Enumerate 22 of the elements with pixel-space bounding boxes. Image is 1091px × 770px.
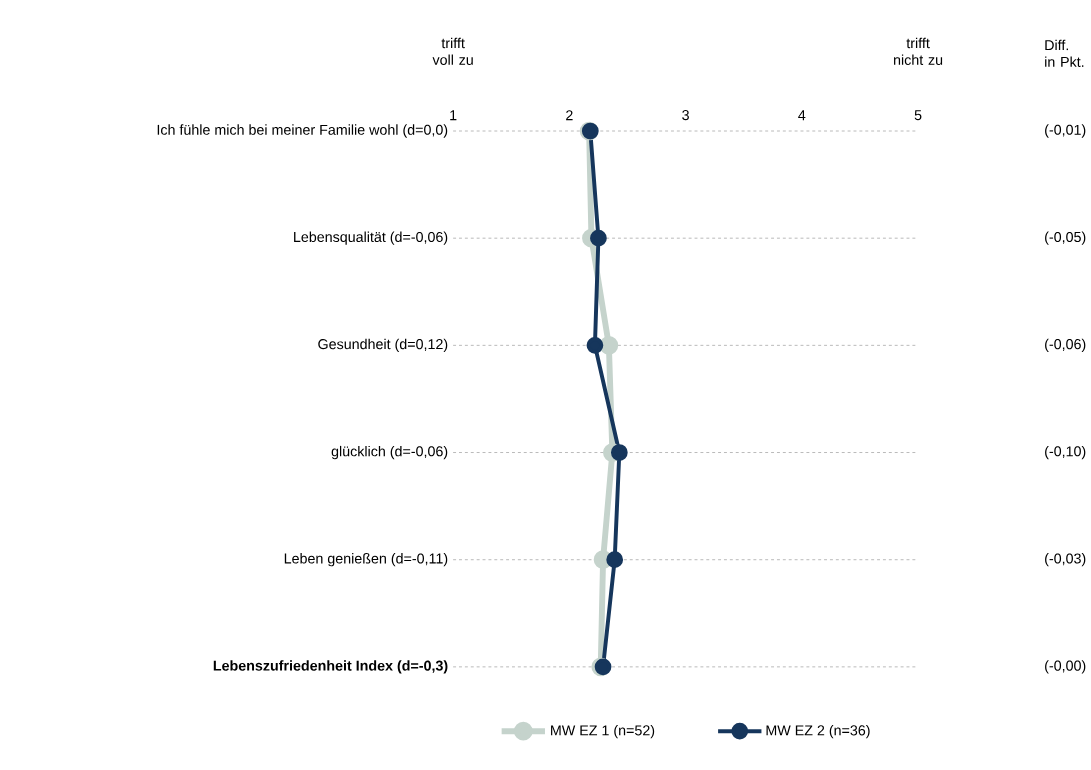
y-tick-label: Lebenszufriedenheit Index (d=-0,3) xyxy=(213,660,448,674)
y-tick-label: glücklich (d=-0,06) xyxy=(331,445,448,460)
y-tick-label: Lebensqualität (d=-0,06) xyxy=(294,231,448,245)
legend-label: MW EZ 1 (n=52) xyxy=(551,724,655,739)
text: (-0,10) xyxy=(1045,445,1086,460)
y-tick-label: Ich fühle mich bei meiner Familie wohl (d=0,0) xyxy=(157,124,448,138)
text: (-0,01) xyxy=(1045,124,1086,138)
y-tick-label: Leben genießen (d=-0,11) xyxy=(284,552,448,567)
x-tick-label: 4 xyxy=(798,110,806,121)
text: (-0,03) xyxy=(1045,552,1086,567)
text: Diff. in Pkt. xyxy=(1045,39,1084,67)
text: (-0,00) xyxy=(1045,660,1086,674)
legend-label: MW EZ 2 (n=36) xyxy=(766,724,870,739)
x-tick-label: 3 xyxy=(682,109,689,120)
text: (-0,05) xyxy=(1045,231,1086,245)
x-tick-label: 5 xyxy=(914,110,922,120)
text: trifft voll zu xyxy=(432,37,473,65)
text: trifft nicht zu xyxy=(894,37,943,65)
x-tick-label: 2 xyxy=(566,110,573,121)
y-tick-label: Gesundheit (d=0,12) xyxy=(318,338,448,352)
text: (-0,06) xyxy=(1045,338,1086,352)
x-tick-label: 1 xyxy=(450,110,457,121)
